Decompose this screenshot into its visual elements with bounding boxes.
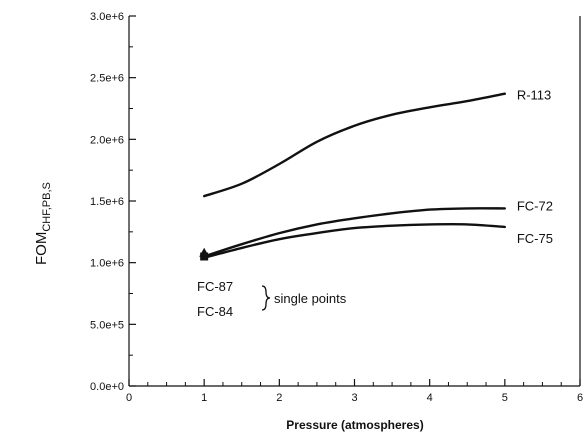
x-tick-label: 6: [577, 392, 583, 404]
single-points-note: single points: [274, 291, 347, 306]
series-line-fc-75: [203, 222, 506, 259]
y-axis-title-subscript: CHF,PB,S: [41, 182, 53, 232]
y-axis-title: FOMCHF,PB,S: [33, 182, 53, 265]
x-tick-label: 3: [351, 392, 357, 404]
y-tick-label: 3.0e+6: [90, 11, 124, 23]
x-tick-label: 0: [126, 392, 132, 404]
y-tick-label: 0.0e+0: [90, 381, 124, 393]
y-axis-ticks: 0.0e+0 5.0e+5 1.0e+6 1.5e+6 2.0e+6 2.5e+6 3.0e…: [90, 11, 136, 393]
x-tick-label: 4: [427, 392, 433, 404]
y-tick-label: 1.0e+6: [90, 258, 124, 270]
x-axis-title: Pressure (atmospheres): [286, 418, 423, 432]
single-point-markers: [199, 247, 210, 261]
y-tick-label: 2.0e+6: [90, 134, 124, 146]
series-labels: R-113 FC-72 FC-75: [517, 88, 553, 246]
series-label-fc-72: FC-72: [517, 198, 553, 213]
single-points-brace: [261, 285, 271, 311]
plot-frame: [128, 16, 581, 387]
series-line-fc-72: [203, 207, 506, 258]
x-axis-ticks: 0 1 2 3 4 5 6: [126, 379, 583, 404]
x-tick-label: 1: [201, 392, 207, 404]
y-tick-label: 5.0e+5: [90, 319, 124, 331]
y-axis-title-main: FOM: [33, 232, 50, 265]
x-tick-label: 2: [276, 392, 282, 404]
x-tick-label: 5: [502, 392, 508, 404]
series-label-fc-75: FC-75: [517, 231, 553, 246]
series-label-r-113: R-113: [517, 88, 551, 103]
series-lines: [203, 92, 506, 259]
point-label-fc87: FC-87: [197, 279, 233, 294]
point-label-fc84: FC-84: [197, 304, 233, 319]
y-tick-label: 2.5e+6: [90, 73, 124, 85]
series-line-r-113: [203, 92, 506, 198]
point-marker-fc-84: [200, 252, 209, 261]
y-tick-label: 1.5e+6: [90, 196, 124, 208]
